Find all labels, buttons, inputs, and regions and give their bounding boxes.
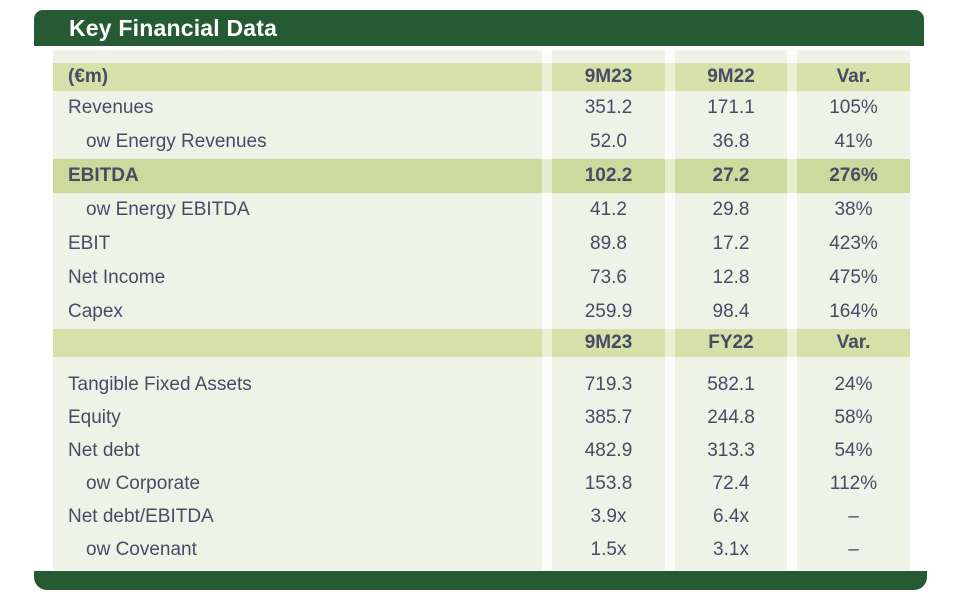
value-cell: 41% — [787, 125, 910, 159]
financial-table: (€m) 9M23 9M22 Var. Revenues 351.2 171.1… — [53, 50, 910, 570]
value-cell: 244.8 — [665, 401, 787, 434]
row-label: Capex — [68, 301, 123, 322]
value-cell: 719.3 — [542, 368, 665, 401]
value-cell: 102.2 — [542, 159, 665, 193]
value-cell: 112% — [787, 467, 910, 500]
value-cell: 276% — [787, 159, 910, 193]
value-cell: 153.8 — [542, 467, 665, 500]
card-bottom-bar — [34, 571, 927, 590]
table-row-ow-energy-revenues: ow Energy Revenues 52.0 36.8 41% — [53, 125, 910, 159]
table-row-tangible-fixed-assets: Tangible Fixed Assets 719.3 582.1 24% — [53, 368, 910, 401]
table-row-net-debt: Net debt 482.9 313.3 54% — [53, 434, 910, 467]
value-cell: – — [787, 533, 910, 566]
value-cell: 475% — [787, 261, 910, 295]
table-row-ebitda: EBITDA 102.2 27.2 276% — [53, 159, 910, 193]
value-cell: 385.7 — [542, 401, 665, 434]
value-cell: 98.4 — [665, 295, 787, 329]
value-cell: 72.4 — [665, 467, 787, 500]
row-label: Tangible Fixed Assets — [68, 373, 252, 395]
table-row-net-income: Net Income 73.6 12.8 475% — [53, 261, 910, 295]
table-row-net-debt-ebitda: Net debt/EBITDA 3.9x 6.4x – — [53, 500, 910, 533]
value-cell: 24% — [787, 368, 910, 401]
value-cell: 3.9x — [542, 500, 665, 533]
value-cell: 38% — [787, 193, 910, 227]
table-spacer-row — [53, 357, 910, 368]
page-title: Key Financial Data — [69, 14, 278, 41]
value-cell: 6.4x — [665, 500, 787, 533]
value-cell: 73.6 — [542, 261, 665, 295]
table-row-ow-corporate: ow Corporate 153.8 72.4 112% — [53, 467, 910, 500]
value-cell: 41.2 — [542, 193, 665, 227]
table-spacer-row — [53, 50, 910, 63]
value-cell: 12.8 — [665, 261, 787, 295]
table-row-capex: Capex 259.9 98.4 164% — [53, 295, 910, 329]
value-cell: – — [787, 500, 910, 533]
row-label: ow Corporate — [86, 472, 201, 494]
value-cell: 351.2 — [542, 91, 665, 125]
column-header-var: Var. — [787, 63, 910, 91]
table-header-row-2: 9M23 FY22 Var. — [53, 329, 910, 357]
value-cell: 482.9 — [542, 434, 665, 467]
column-header-9m23: 9M23 — [542, 329, 665, 357]
row-label: Equity — [68, 406, 121, 428]
row-label: EBIT — [68, 233, 111, 254]
value-cell: 3.1x — [665, 533, 787, 566]
value-cell: 313.3 — [665, 434, 787, 467]
table-spacer-row — [53, 566, 910, 570]
table-header-row-1: (€m) 9M23 9M22 Var. — [53, 63, 910, 91]
row-label: EBITDA — [68, 165, 139, 186]
row-label: ow Covenant — [86, 538, 197, 560]
value-cell: 171.1 — [665, 91, 787, 125]
table-row-ow-energy-ebitda: ow Energy EBITDA 41.2 29.8 38% — [53, 193, 910, 227]
row-label: Revenues — [68, 97, 154, 118]
row-label: ow Energy EBITDA — [86, 199, 250, 220]
unit-header-blank — [53, 329, 542, 357]
row-label: Net debt — [68, 439, 140, 461]
column-header-var: Var. — [787, 329, 910, 357]
value-cell: 17.2 — [665, 227, 787, 261]
value-cell: 1.5x — [542, 533, 665, 566]
value-cell: 164% — [787, 295, 910, 329]
value-cell: 89.8 — [542, 227, 665, 261]
row-label: Net Income — [68, 267, 166, 288]
table-row-ow-covenant: ow Covenant 1.5x 3.1x – — [53, 533, 910, 566]
value-cell: 36.8 — [665, 125, 787, 159]
value-cell: 52.0 — [542, 125, 665, 159]
value-cell: 27.2 — [665, 159, 787, 193]
value-cell: 423% — [787, 227, 910, 261]
value-cell: 29.8 — [665, 193, 787, 227]
unit-header: (€m) — [68, 66, 109, 87]
column-header-fy22: FY22 — [665, 329, 787, 357]
value-cell: 105% — [787, 91, 910, 125]
row-label: Net debt/EBITDA — [68, 505, 214, 527]
column-header-9m22: 9M22 — [665, 63, 787, 91]
value-cell: 582.1 — [665, 368, 787, 401]
table-row-ebit: EBIT 89.8 17.2 423% — [53, 227, 910, 261]
table-row-equity: Equity 385.7 244.8 58% — [53, 401, 910, 434]
row-label: ow Energy Revenues — [86, 131, 267, 152]
card-title-bar: Key Financial Data — [34, 10, 924, 46]
value-cell: 54% — [787, 434, 910, 467]
value-cell: 58% — [787, 401, 910, 434]
value-cell: 259.9 — [542, 295, 665, 329]
column-header-9m23: 9M23 — [542, 63, 665, 91]
table-row-revenues: Revenues 351.2 171.1 105% — [53, 91, 910, 125]
